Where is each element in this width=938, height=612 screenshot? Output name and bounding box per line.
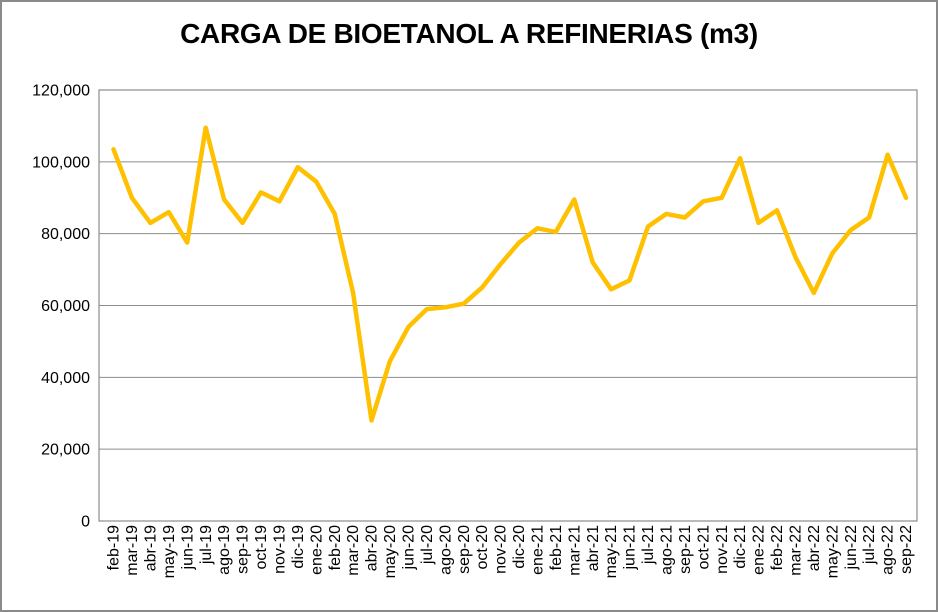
x-axis-label: abr-20 — [364, 525, 381, 571]
plot-border — [98, 89, 918, 522]
x-axis-label: jul-20 — [419, 525, 436, 565]
x-axis-label: jun-21 — [622, 525, 639, 571]
x-axis-label: may-22 — [824, 525, 841, 578]
x-axis-label: ene-20 — [308, 525, 325, 575]
x-axis-label: feb-20 — [327, 525, 344, 570]
x-axis-label: mar-20 — [345, 525, 362, 576]
x-axis-label: jul-19 — [198, 525, 215, 565]
x-axis-label: ago-20 — [437, 525, 454, 575]
x-axis-label: feb-22 — [769, 525, 786, 570]
x-axis-label: ago-21 — [659, 525, 676, 575]
y-axis-label: 60,000 — [41, 298, 90, 315]
y-axis-label: 0 — [81, 513, 90, 530]
x-axis-label: nov-19 — [271, 525, 288, 574]
x-axis-label: mar-22 — [788, 525, 805, 576]
x-axis-label: ago-19 — [216, 525, 233, 575]
x-axis-label: oct-21 — [695, 525, 712, 570]
data-series-line — [111, 125, 909, 423]
chart-title: CARGA DE BIOETANOL A REFINERIAS (m3) — [180, 18, 758, 49]
x-axis-label: sep-22 — [898, 525, 915, 574]
x-axis-label: feb-19 — [106, 525, 123, 570]
x-axis-label: ago-22 — [880, 525, 897, 575]
x-axis-label: jun-19 — [179, 525, 196, 571]
x-axis-label: abr-21 — [585, 525, 602, 571]
y-axis-label: 100,000 — [32, 154, 90, 171]
x-axis-label: jul-22 — [861, 525, 878, 565]
x-axis-label: abr-22 — [806, 525, 823, 571]
x-axis-label: may-20 — [382, 525, 399, 578]
x-axis-label: sep-21 — [677, 525, 694, 574]
x-axis-label: oct-19 — [253, 525, 270, 570]
x-axis-label: jul-21 — [640, 525, 657, 565]
x-axis-label: sep-20 — [456, 525, 473, 574]
x-axis-label: dic-21 — [732, 525, 749, 569]
x-axis-label: jun-22 — [843, 525, 860, 571]
x-axis-label: abr-19 — [142, 525, 159, 571]
x-axis-label: ene-21 — [530, 525, 547, 575]
x-axis-label: feb-21 — [548, 525, 565, 570]
x-axis-label: may-19 — [161, 525, 178, 578]
x-axis-label: nov-21 — [714, 525, 731, 574]
x-axis-label: ene-22 — [751, 525, 768, 575]
x-axis-label: dic-20 — [511, 525, 528, 569]
x-axis-label: jun-20 — [401, 525, 418, 571]
x-axis-label: dic-19 — [290, 525, 307, 569]
y-axis-label: 80,000 — [41, 226, 90, 243]
y-axis-label: 20,000 — [41, 442, 90, 459]
x-axis-label: oct-20 — [474, 525, 491, 570]
x-axis-label: sep-19 — [235, 525, 252, 574]
x-axis-label: may-21 — [603, 525, 620, 578]
x-axis-label: mar-19 — [124, 525, 141, 576]
x-axis-label: nov-20 — [493, 525, 510, 574]
y-axis-label: 120,000 — [32, 82, 90, 99]
x-axis-label: mar-21 — [566, 525, 583, 576]
y-axis-label: 40,000 — [41, 370, 90, 387]
